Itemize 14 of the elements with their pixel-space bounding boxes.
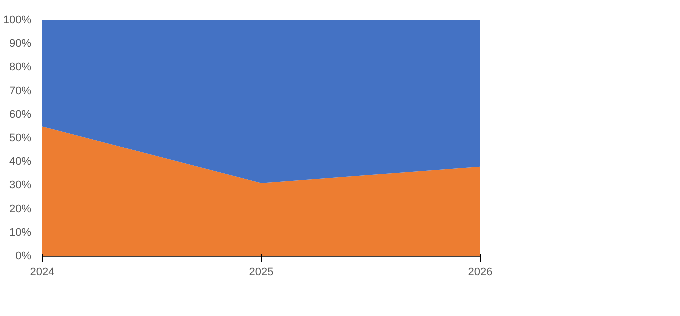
y-tick-label: 10% [9,226,32,239]
x-tick-label: 2026 [468,266,493,278]
y-tick-label: 0% [16,250,32,262]
y-tick-label: 40% [9,156,32,168]
y-tick-label: 100% [3,14,32,26]
y-tick-label: 20% [9,203,32,216]
y-tick-label: 50% [9,132,32,144]
x-tick-label: 2025 [249,266,274,278]
y-tick-label: 90% [9,38,32,50]
y-tick-label: 80% [9,62,32,74]
y-tick-label: 60% [9,108,32,121]
x-tick-label: 2024 [30,266,55,278]
y-tick-label: 70% [9,85,32,98]
y-tick-label: 30% [9,180,32,192]
